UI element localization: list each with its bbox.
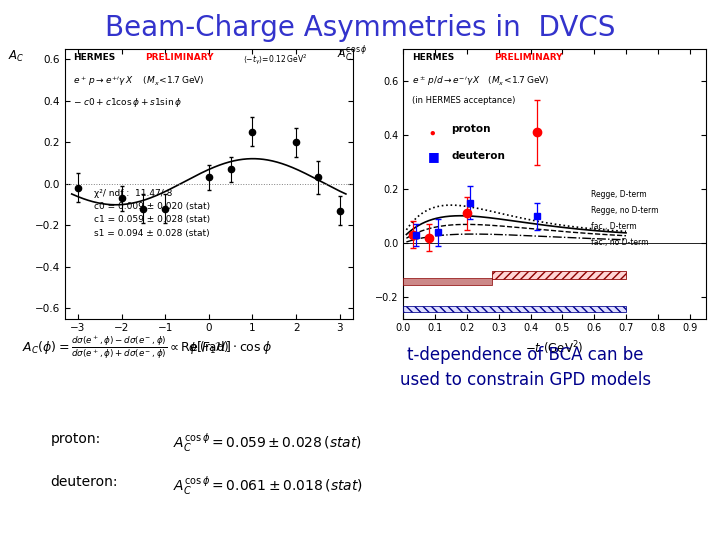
Text: deuteron:: deuteron: <box>50 475 118 489</box>
Text: 0.6: 0.6 <box>28 49 44 59</box>
X-axis label: $-t\ (\mathrm{GeV}^2)$: $-t\ (\mathrm{GeV}^2)$ <box>525 339 584 356</box>
Text: PRELIMINARY: PRELIMINARY <box>494 53 562 62</box>
Text: t-dependence of BCA can be
used to constrain GPD models: t-dependence of BCA can be used to const… <box>400 346 651 389</box>
Text: Regge, no D-term: Regge, no D-term <box>590 206 658 215</box>
Text: $\bullet$: $\bullet$ <box>428 124 436 139</box>
X-axis label: $\phi$ (rad): $\phi$ (rad) <box>188 339 230 356</box>
Text: $\langle{-t_\gamma}\rangle\!=\!0.12\,\mathrm{GeV}^2$: $\langle{-t_\gamma}\rangle\!=\!0.12\,\ma… <box>243 53 308 67</box>
Text: $A_C^{\cos\phi} = 0.061 \pm 0.018\,(stat)$: $A_C^{\cos\phi} = 0.061 \pm 0.018\,(stat… <box>173 475 363 498</box>
Text: deuteron: deuteron <box>451 151 505 161</box>
Text: proton: proton <box>451 124 491 134</box>
Bar <box>492 271 626 280</box>
Text: $A_C(\phi) = \frac{d\sigma(e^+,\phi) - d\sigma(e^-,\phi)}{d\sigma(e^+,\phi) + d\: $A_C(\phi) = \frac{d\sigma(e^+,\phi) - d… <box>22 335 271 361</box>
Text: HERMES: HERMES <box>413 53 454 62</box>
Text: $A_C$: $A_C$ <box>8 49 24 64</box>
Text: PRELIMINARY: PRELIMINARY <box>145 53 214 62</box>
Text: $\blacksquare$: $\blacksquare$ <box>428 151 440 165</box>
Text: (in HERMES acceptance): (in HERMES acceptance) <box>413 96 516 105</box>
Bar <box>403 278 492 285</box>
Text: $A_C^{\cos\phi} = 0.059 \pm 0.028\,(stat)$: $A_C^{\cos\phi} = 0.059 \pm 0.028\,(stat… <box>173 432 362 455</box>
Text: $e^\pm\,p/d \rightarrow e^{-\prime}\gamma\,X$   $(M_x\!<\!1.7\,\mathrm{GeV})$: $e^\pm\,p/d \rightarrow e^{-\prime}\gamm… <box>413 74 550 88</box>
Bar <box>403 306 626 312</box>
Bar <box>403 306 626 312</box>
Text: $-\ c0+c1\cos\phi+s1\sin\phi$: $-\ c0+c1\cos\phi+s1\sin\phi$ <box>73 96 182 109</box>
Text: χ²/ ndf :  11.47/ 8
c0 = 0.009 ± 0.020 (stat)
c1 = 0.059 ± 0.028 (stat)
s1 = 0.0: χ²/ ndf : 11.47/ 8 c0 = 0.009 ± 0.020 (s… <box>94 189 210 238</box>
Text: HERMES: HERMES <box>73 53 116 62</box>
Text: fac., no D-term: fac., no D-term <box>590 239 648 247</box>
Text: proton:: proton: <box>50 432 101 446</box>
Text: $A_C^{\cos\phi}$: $A_C^{\cos\phi}$ <box>337 43 367 64</box>
Text: Regge, D-term: Regge, D-term <box>590 190 647 199</box>
Text: $e^+\,p \rightarrow e^{+\prime}\gamma\,X$    $(M_x\!<\!1.7\,\mathrm{GeV})$: $e^+\,p \rightarrow e^{+\prime}\gamma\,X… <box>73 74 205 88</box>
Bar <box>492 271 626 280</box>
Text: fac., D-term: fac., D-term <box>590 222 636 231</box>
Text: Beam-Charge Asymmetries in  DVCS: Beam-Charge Asymmetries in DVCS <box>105 14 615 42</box>
